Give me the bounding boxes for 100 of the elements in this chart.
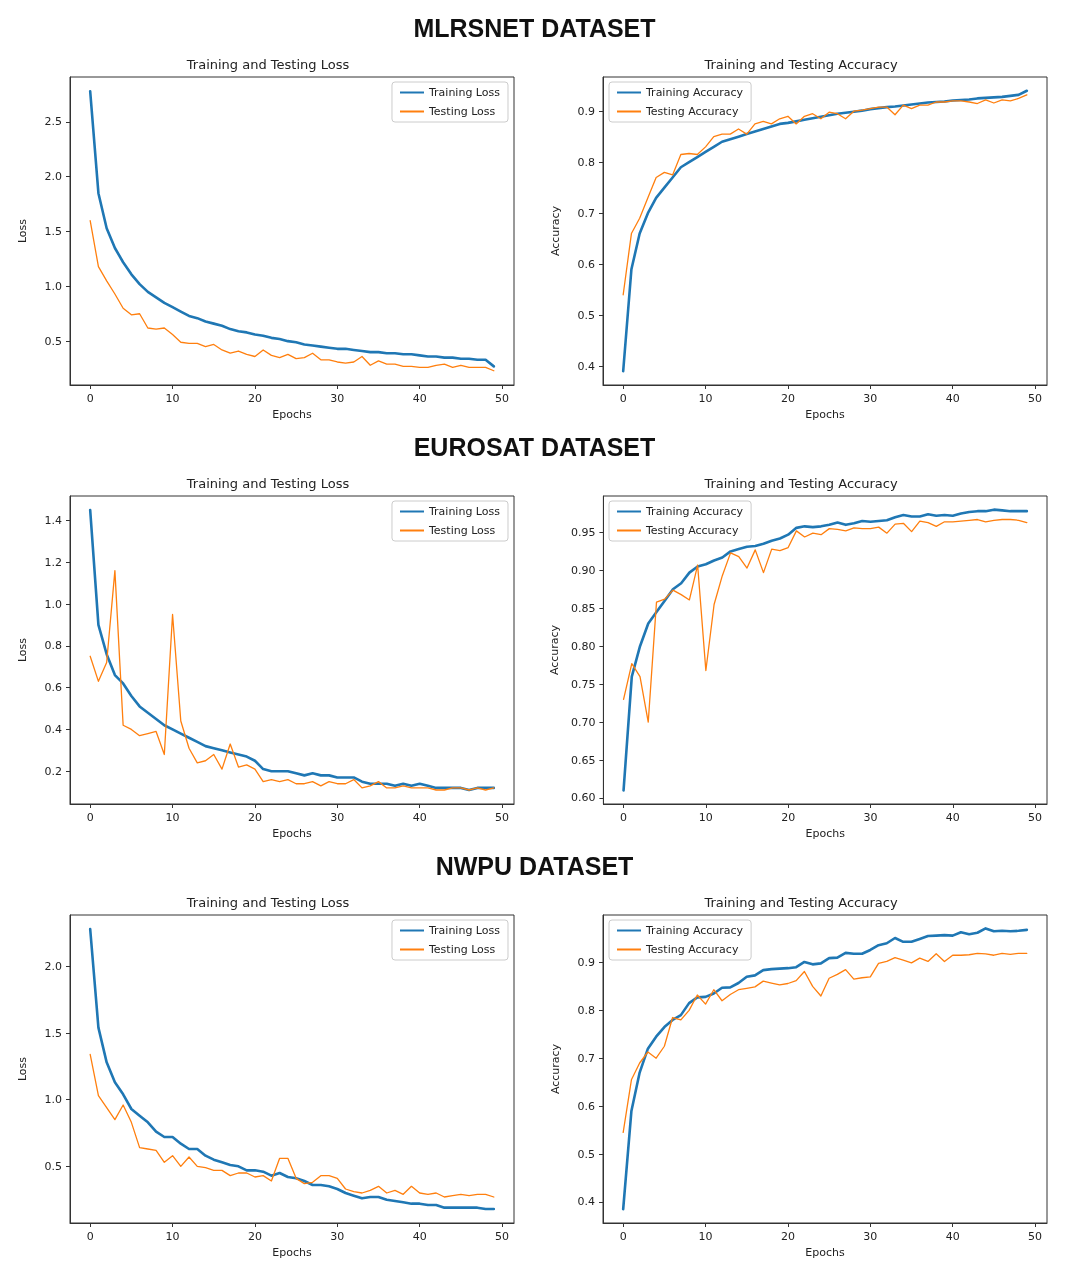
x-tick-label: 40	[945, 811, 960, 824]
legend-label: Testing Loss	[427, 105, 496, 118]
x-tick-label: 30	[863, 811, 878, 824]
chart-title: Training and Testing Accuracy	[703, 57, 898, 72]
line-series	[89, 569, 495, 791]
text: MLRSNET DATASET	[412, 13, 657, 44]
x-tick-label: 10	[165, 811, 180, 824]
y-tick-label: 0.85	[570, 601, 596, 615]
y-tick-label: 0.90	[570, 563, 596, 577]
line-series	[621, 927, 1029, 1211]
x-tick-label: 40	[412, 1230, 427, 1243]
chart-title: Training and Testing Loss	[185, 476, 350, 491]
y-tick-label: 0.6	[44, 681, 62, 695]
chart-title: Training and Testing Accuracy	[703, 476, 898, 491]
text: EUROSAT DATASET	[412, 432, 657, 463]
x-tick-label: 50	[495, 392, 510, 405]
x-tick-label: 10	[165, 1230, 180, 1243]
line-series	[89, 219, 495, 372]
y-axis-title: Loss	[16, 1056, 29, 1082]
y-tick-label: 0.95	[570, 525, 596, 539]
x-axis-title: Epochs	[805, 827, 846, 840]
x-tick-label: 10	[698, 392, 713, 405]
legend-label: Testing Accuracy	[645, 943, 739, 956]
x-tick-label: 50	[1028, 811, 1043, 824]
x-tick-label: 0	[620, 811, 628, 824]
x-tick-label: 10	[165, 392, 180, 405]
legend-label: Training Accuracy	[645, 924, 744, 937]
x-axis-title: Epochs	[805, 408, 845, 421]
y-tick-label: 2.0	[44, 959, 62, 973]
y-axis-title: Accuracy	[548, 624, 561, 676]
y-tick-label: 0.5	[577, 308, 595, 322]
x-tick-label: 40	[412, 811, 427, 824]
x-tick-label: 20	[247, 811, 262, 824]
y-tick-label: 0.7	[577, 206, 595, 220]
y-tick-label: 1.4	[44, 513, 62, 527]
y-axis-title: Loss	[16, 637, 29, 663]
y-tick-label: 0.5	[577, 1147, 595, 1161]
y-tick-label: 1.0	[44, 1093, 62, 1107]
text: NWPU DATASET	[434, 851, 635, 882]
y-axis-title: Loss	[16, 218, 29, 244]
y-tick-label: 0.6	[577, 1099, 595, 1113]
y-axis-title: Accuracy	[549, 1043, 562, 1095]
x-tick-label: 20	[780, 1230, 795, 1243]
x-tick-label: 0	[619, 1230, 627, 1243]
x-tick-label: 30	[863, 392, 878, 405]
x-tick-label: 10	[698, 811, 713, 824]
x-tick-label: 30	[330, 1230, 345, 1243]
y-tick-label: 0.9	[577, 955, 595, 969]
x-tick-label: 50	[1028, 392, 1043, 405]
y-tick-label: 1.0	[44, 279, 62, 293]
y-tick-label: 0.2	[44, 764, 62, 778]
y-tick-label: 0.70	[570, 715, 596, 729]
y-tick-label: 0.60	[570, 791, 596, 805]
y-tick-label: 0.5	[44, 1159, 62, 1173]
legend-label: Testing Loss	[427, 524, 496, 537]
x-tick-label: 30	[330, 392, 345, 405]
y-tick-label: 0.8	[44, 639, 62, 653]
x-axis-title: Epochs	[272, 827, 312, 840]
chart-title: Training and Testing Loss	[185, 57, 350, 72]
legend-label: Training Loss	[427, 86, 501, 99]
x-tick-label: 40	[945, 392, 960, 405]
x-tick-label: 10	[698, 1230, 713, 1243]
y-tick-label: 0.7	[577, 1051, 595, 1065]
y-tick-label: 0.8	[577, 155, 595, 169]
y-tick-label: 1.2	[44, 555, 62, 569]
legend-label: Training Loss	[427, 924, 501, 937]
legend-label: Training Accuracy	[645, 86, 744, 99]
y-tick-label: 0.5	[44, 334, 62, 348]
y-tick-label: 0.4	[577, 359, 595, 373]
y-tick-label: 0.9	[577, 104, 595, 118]
y-tick-label: 0.80	[570, 639, 596, 653]
chart-title: Training and Testing Loss	[185, 895, 350, 910]
y-tick-label: 0.75	[570, 677, 596, 691]
legend-label: Training Loss	[427, 505, 501, 518]
x-tick-label: 50	[1028, 1230, 1043, 1243]
line-series	[622, 518, 1028, 723]
x-tick-label: 30	[330, 811, 345, 824]
y-tick-label: 0.4	[44, 722, 62, 736]
y-tick-label: 0.65	[570, 753, 596, 767]
legend-label: Testing Accuracy	[645, 524, 739, 537]
x-tick-label: 0	[86, 392, 94, 405]
line-series	[622, 508, 1029, 792]
x-tick-label: 50	[495, 1230, 510, 1243]
y-tick-label: 1.5	[44, 1026, 62, 1040]
legend-label: Training Accuracy	[645, 505, 744, 518]
y-tick-label: 2.5	[44, 115, 62, 129]
x-tick-label: 20	[780, 392, 795, 405]
legend-label: Testing Loss	[427, 943, 496, 956]
x-axis-title: Epochs	[272, 408, 312, 421]
legend-label: Testing Accuracy	[645, 105, 739, 118]
x-tick-label: 50	[495, 811, 510, 824]
x-tick-label: 20	[781, 811, 796, 824]
y-tick-label: 0.6	[577, 257, 595, 271]
y-tick-label: 1.0	[44, 597, 62, 611]
x-tick-label: 0	[86, 1230, 94, 1243]
y-tick-label: 2.0	[44, 170, 62, 184]
chart-title: Training and Testing Accuracy	[703, 895, 898, 910]
x-axis-title: Epochs	[272, 1246, 312, 1259]
y-axis-title: Accuracy	[549, 205, 562, 257]
x-tick-label: 40	[412, 392, 427, 405]
